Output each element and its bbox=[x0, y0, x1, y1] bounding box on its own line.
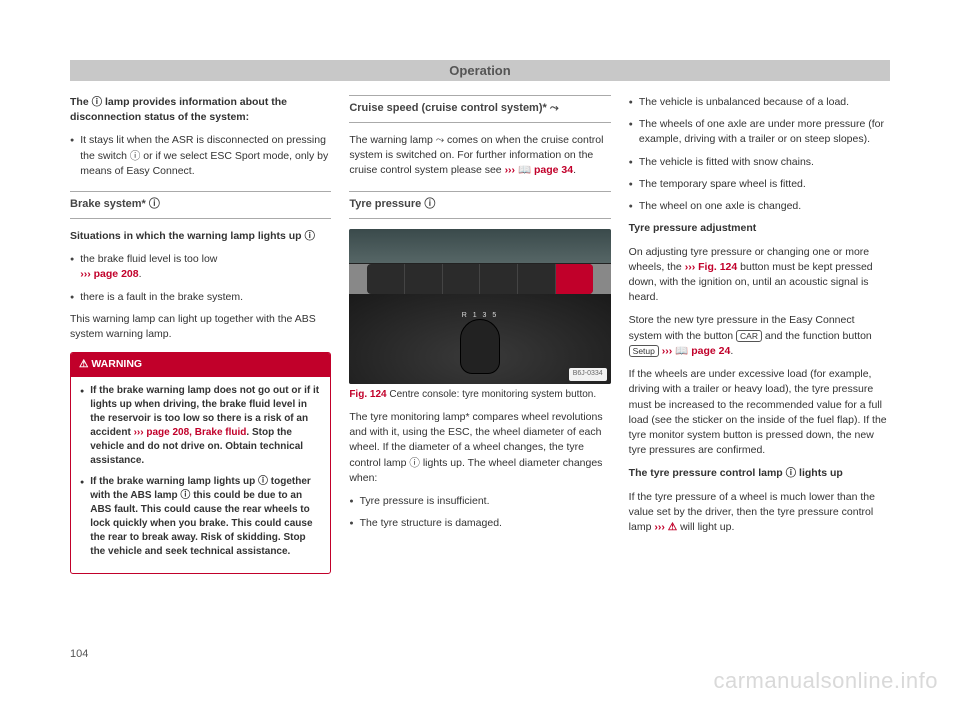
figure-124: R 1 3 5 B6J-0334 bbox=[349, 229, 610, 384]
intro-bullet: It stays lit when the ASR is disconnecte… bbox=[70, 133, 331, 179]
figure-dash bbox=[349, 229, 610, 264]
lamp-p1b: will light up. bbox=[677, 521, 734, 533]
c3-b1-text: The vehicle is unbalanced because of a l… bbox=[639, 95, 849, 110]
warning-box: WARNING If the brake warning lamp does n… bbox=[70, 352, 331, 573]
c3-b5-text: The wheel on one axle is changed. bbox=[639, 199, 801, 214]
watermark: carmanualsonline.info bbox=[713, 668, 938, 694]
adjustment-title: Tyre pressure adjustment bbox=[629, 221, 890, 236]
figure-number: Fig. 124 bbox=[349, 389, 386, 400]
warning-bullet-2: If the brake warning lamp lights up ⓘ to… bbox=[80, 475, 321, 559]
c3-b4-text: The temporary spare wheel is fitted. bbox=[639, 177, 806, 192]
brake-b2-text: there is a fault in the brake system. bbox=[80, 290, 243, 305]
brake-b1a: the brake fluid level is too low bbox=[80, 253, 217, 265]
column-2: Cruise speed (cruise control system)* ⤳ … bbox=[349, 95, 610, 574]
c3-b2-text: The wheels of one axle are under more pr… bbox=[639, 117, 890, 147]
brake-bullet-1-text: the brake fluid level is too low ››› pag… bbox=[80, 252, 217, 282]
warning-b1-text: If the brake warning lamp does not go ou… bbox=[90, 384, 321, 468]
setup-button-icon: Setup bbox=[629, 345, 659, 357]
figure-gear-knob bbox=[460, 319, 500, 374]
figure-button-row bbox=[367, 264, 592, 294]
tyre-bullet-1: Tyre pressure is insufficient. bbox=[349, 494, 610, 509]
cruise-heading: Cruise speed (cruise control system)* ⤳ bbox=[349, 95, 610, 123]
c3-bullet-5: The wheel on one axle is changed. bbox=[629, 199, 890, 214]
cruise-paragraph: The warning lamp ⤳ comes on when the cru… bbox=[349, 133, 610, 179]
manual-page: Operation The ⓘ lamp provides informatio… bbox=[0, 0, 960, 604]
brake-b1-suffix: . bbox=[139, 268, 142, 280]
adj-p2b: and the function button bbox=[762, 330, 872, 342]
tyre-b1-text: Tyre pressure is insufficient. bbox=[360, 494, 490, 509]
figure-code: B6J-0334 bbox=[569, 368, 607, 380]
adj-p1-link[interactable]: ››› Fig. 124 bbox=[685, 261, 738, 273]
tyre-pressure-heading: Tyre pressure ⓘ bbox=[349, 191, 610, 219]
section-header: Operation bbox=[70, 60, 890, 81]
figure-btn-set bbox=[556, 264, 593, 294]
adj-p2d: . bbox=[730, 345, 733, 357]
column-3: The vehicle is unbalanced because of a l… bbox=[629, 95, 890, 574]
warn-b1-link[interactable]: ››› page 208, Brake fluid bbox=[134, 427, 247, 438]
tyre-bullet-2: The tyre structure is damaged. bbox=[349, 516, 610, 531]
intro-title: The ⓘ lamp provides information about th… bbox=[70, 95, 331, 125]
c3-bullet-3: The vehicle is fitted with snow chains. bbox=[629, 155, 890, 170]
c3-bullet-4: The temporary spare wheel is fitted. bbox=[629, 177, 890, 192]
adjustment-p3: If the wheels are under excessive load (… bbox=[629, 367, 890, 458]
lamp-title: The tyre pressure control lamp ⓘ lights … bbox=[629, 466, 890, 481]
car-button-icon: CAR bbox=[736, 330, 762, 342]
warn-b2-text: If the brake warning lamp lights up ⓘ to… bbox=[90, 475, 321, 559]
brake-b1-link[interactable]: ››› page 208 bbox=[80, 268, 138, 280]
warning-heading: WARNING bbox=[71, 353, 330, 376]
content-columns: The ⓘ lamp provides information about th… bbox=[70, 95, 890, 574]
lamp-link[interactable]: ››› ⚠ bbox=[654, 521, 677, 533]
lamp-paragraph: If the tyre pressure of a wheel is much … bbox=[629, 490, 890, 536]
warning-body: If the brake warning lamp does not go ou… bbox=[71, 377, 330, 573]
brake-system-heading: Brake system* ⓘ bbox=[70, 191, 331, 219]
column-1: The ⓘ lamp provides information about th… bbox=[70, 95, 331, 574]
figure-btn bbox=[367, 264, 405, 294]
page-number: 104 bbox=[70, 648, 88, 660]
intro-bullet-text: It stays lit when the ASR is disconnecte… bbox=[80, 133, 331, 179]
figure-caption: Fig. 124 Centre console: tyre monitoring… bbox=[349, 388, 610, 403]
brake-subhead: Situations in which the warning lamp lig… bbox=[70, 229, 331, 244]
c3-b3-text: The vehicle is fitted with snow chains. bbox=[639, 155, 814, 170]
warning-bullet-1: If the brake warning lamp does not go ou… bbox=[80, 384, 321, 468]
tyre-paragraph-1: The tyre monitoring lamp* compares wheel… bbox=[349, 410, 610, 486]
cruise-link[interactable]: ››› 📖 page 34 bbox=[505, 164, 574, 176]
figure-btn bbox=[443, 264, 481, 294]
adjustment-p1: On adjusting tyre pressure or changing o… bbox=[629, 245, 890, 306]
brake-paragraph: This warning lamp can light up together … bbox=[70, 312, 331, 342]
brake-bullet-1: the brake fluid level is too low ››› pag… bbox=[70, 252, 331, 282]
figure-btn bbox=[405, 264, 443, 294]
figure-btn bbox=[480, 264, 518, 294]
figure-btn bbox=[518, 264, 556, 294]
adjustment-p2: Store the new tyre pressure in the Easy … bbox=[629, 313, 890, 359]
figure-caption-text: Centre console: tyre monitoring system b… bbox=[387, 389, 597, 400]
cruise-suffix: . bbox=[573, 164, 576, 176]
c3-bullet-1: The vehicle is unbalanced because of a l… bbox=[629, 95, 890, 110]
brake-bullet-2: there is a fault in the brake system. bbox=[70, 290, 331, 305]
c3-bullet-2: The wheels of one axle are under more pr… bbox=[629, 117, 890, 147]
tyre-b2-text: The tyre structure is damaged. bbox=[360, 516, 502, 531]
adj-link[interactable]: ››› 📖 page 24 bbox=[662, 345, 731, 357]
